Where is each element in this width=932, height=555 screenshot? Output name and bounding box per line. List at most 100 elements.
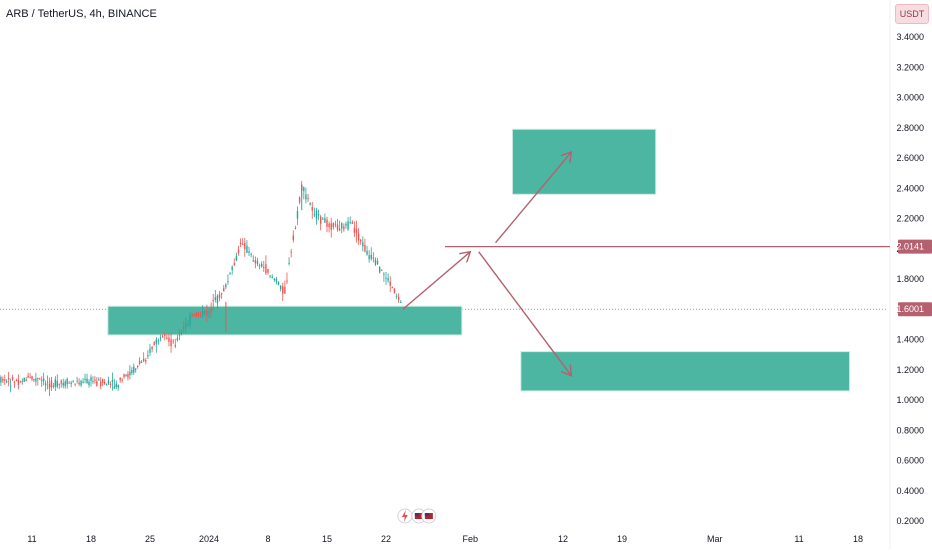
flash-glyph-icon [401, 510, 408, 522]
candle-body [4, 379, 6, 381]
candle-body [282, 286, 284, 294]
candle-body [397, 297, 400, 301]
x-tick-label: 22 [381, 534, 391, 544]
candle-body [70, 382, 72, 385]
candle-body [133, 366, 135, 373]
candle-body [225, 284, 227, 288]
x-tick-label: 18 [853, 534, 863, 544]
candle-body [13, 382, 16, 384]
arrow-up-to-level [402, 252, 470, 310]
x-tick-label: 11 [794, 534, 803, 544]
candle-body [142, 358, 145, 362]
candle-body [82, 381, 84, 383]
candle-body [136, 365, 139, 368]
candle-body [6, 381, 8, 383]
candle-body [101, 379, 104, 383]
y-tick-label: 1.2000 [896, 365, 924, 375]
candle-body [66, 378, 68, 385]
candle-body [305, 194, 307, 200]
candle-body [125, 375, 127, 377]
candle-body [220, 293, 223, 295]
candle-body [50, 380, 53, 388]
candle-body [9, 385, 12, 387]
x-tick-label: 2024 [199, 534, 219, 544]
candle-body [214, 297, 217, 300]
candle-body [298, 197, 301, 203]
candle-body [286, 280, 288, 282]
candle-body [345, 223, 347, 226]
candle-body [44, 383, 47, 386]
candle-body [164, 334, 166, 336]
candle-body [269, 275, 271, 277]
candle-body [27, 375, 29, 378]
candle-body [332, 223, 335, 227]
flag-canton-icon [414, 513, 419, 516]
x-tick-label: 25 [145, 534, 155, 544]
candle-body [166, 337, 168, 339]
candle-body [385, 277, 387, 279]
candle-body [68, 382, 70, 384]
candle-body [260, 263, 263, 267]
candle-body [74, 383, 76, 385]
candle-body [357, 233, 360, 241]
candle-body [391, 287, 394, 289]
candle-body [105, 383, 108, 386]
candle-body [387, 278, 389, 281]
candle-body [178, 334, 181, 336]
candle-body [254, 260, 257, 264]
candle-body [294, 227, 297, 229]
y-tick-label: 0.4000 [896, 486, 924, 496]
candle-body [239, 243, 242, 245]
candle-body [353, 227, 356, 233]
candle-body [374, 259, 377, 265]
candle-body [117, 385, 119, 388]
candle-body [347, 221, 349, 230]
y-tick-label: 1.0000 [896, 395, 924, 405]
candle-body [123, 374, 125, 378]
candle-body [351, 222, 353, 224]
candle-body [189, 316, 191, 326]
candle-body [170, 339, 172, 347]
candle-body [54, 379, 57, 387]
candle-body [180, 332, 183, 334]
candle-body [31, 376, 33, 380]
y-tick-label: 1.8000 [896, 274, 924, 284]
candle-body [52, 385, 55, 387]
candle-body [185, 324, 187, 328]
currency-button[interactable]: USDT [895, 4, 929, 24]
candle-body [362, 242, 364, 247]
candle-body [343, 226, 345, 230]
candle-body [275, 278, 278, 282]
candle-body [324, 218, 326, 223]
candle-body [39, 378, 41, 380]
candle-body [92, 381, 94, 383]
x-tick-label: 18 [86, 534, 96, 544]
candle-body [103, 381, 106, 384]
candle-body [328, 223, 330, 228]
candle-body [72, 381, 74, 383]
candle-body [393, 288, 396, 294]
x-tick-label: 15 [322, 534, 332, 544]
candle-body [193, 314, 195, 316]
flag-canton-icon [424, 513, 429, 516]
candle-body [265, 264, 267, 274]
candle-body [227, 281, 229, 283]
level-price-label-bg [898, 239, 932, 254]
candle-body [191, 314, 193, 316]
candle-body [138, 360, 141, 364]
candle-body [204, 310, 206, 314]
candle-body [292, 235, 294, 241]
candle-body [210, 308, 212, 313]
candle-body [19, 381, 22, 383]
candle-body [161, 335, 164, 337]
candle-body [273, 278, 276, 280]
lower-target-zone [520, 351, 851, 392]
candle-body [199, 315, 202, 317]
candle-body [98, 379, 100, 381]
candle-body [96, 381, 98, 386]
candle-body [341, 223, 343, 229]
candle-body [17, 379, 20, 385]
candle-body [330, 223, 332, 230]
